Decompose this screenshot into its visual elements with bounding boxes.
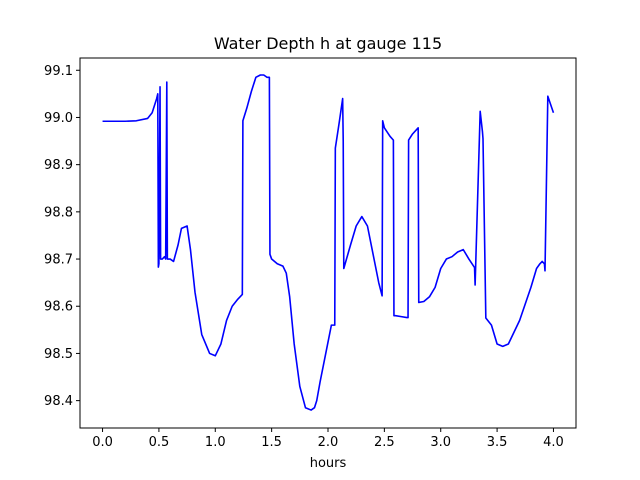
plot-frame bbox=[79, 57, 577, 429]
y-tick-label: 99.0 bbox=[44, 111, 73, 126]
x-tick-label: 2.0 bbox=[318, 435, 339, 450]
y-tick-label: 98.7 bbox=[44, 253, 73, 268]
chart-title: Water Depth h at gauge 115 bbox=[214, 34, 442, 53]
x-axis-label: hours bbox=[310, 456, 347, 471]
x-tick-label: 3.0 bbox=[430, 435, 451, 450]
plot-area bbox=[80, 58, 576, 428]
y-tick-label: 98.4 bbox=[44, 394, 73, 409]
y-tick-label: 98.9 bbox=[44, 158, 73, 173]
x-tick-label: 1.0 bbox=[205, 435, 226, 450]
ticks: 0.0 0.5 1.0 1.5 2.0 2.5 3.0 3.5 4.0 98.4 98.5 98.6 9… bbox=[44, 64, 564, 450]
y-tick-label: 99.1 bbox=[44, 64, 73, 79]
series-line-0 bbox=[102, 74, 555, 411]
y-tick-label: 98.6 bbox=[44, 300, 73, 315]
x-tick-label: 2.5 bbox=[374, 435, 395, 450]
x-tick-label: 1.5 bbox=[261, 435, 282, 450]
x-tick-label: 0.0 bbox=[92, 435, 113, 450]
x-tick-label: 3.5 bbox=[487, 435, 508, 450]
y-tick-label: 98.8 bbox=[44, 205, 73, 220]
x-tick-label: 0.5 bbox=[149, 435, 170, 450]
x-tick-label: 4.0 bbox=[543, 435, 564, 450]
y-tick-label: 98.5 bbox=[44, 347, 73, 362]
series-group bbox=[102, 74, 555, 411]
